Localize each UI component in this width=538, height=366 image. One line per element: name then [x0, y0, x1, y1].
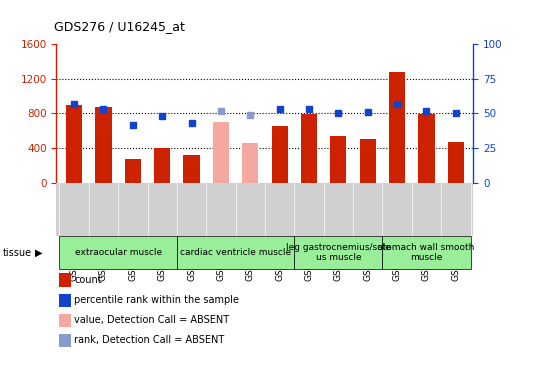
Bar: [213, 122, 229, 183]
Text: GDS276 / U16245_at: GDS276 / U16245_at: [54, 20, 185, 33]
Text: rank, Detection Call = ABSENT: rank, Detection Call = ABSENT: [74, 335, 224, 346]
Text: stomach wall smooth
muscle: stomach wall smooth muscle: [378, 243, 475, 262]
Bar: [125, 159, 141, 183]
Bar: [448, 142, 464, 183]
Bar: [419, 114, 435, 183]
Bar: [177, 236, 294, 269]
Bar: [389, 72, 405, 183]
Text: count: count: [74, 275, 102, 285]
Bar: [272, 127, 288, 183]
Bar: [242, 143, 258, 183]
Bar: [301, 114, 317, 183]
Bar: [294, 236, 383, 269]
Bar: [59, 236, 177, 269]
Bar: [66, 105, 82, 183]
Bar: [383, 236, 471, 269]
Bar: [360, 139, 376, 183]
Text: value, Detection Call = ABSENT: value, Detection Call = ABSENT: [74, 315, 229, 325]
Text: tissue: tissue: [3, 247, 32, 258]
Text: cardiac ventricle muscle: cardiac ventricle muscle: [180, 248, 291, 257]
Bar: [183, 155, 200, 183]
Text: ▶: ▶: [35, 247, 43, 258]
Bar: [154, 148, 170, 183]
Bar: [95, 107, 111, 183]
Text: percentile rank within the sample: percentile rank within the sample: [74, 295, 239, 305]
Text: extraocular muscle: extraocular muscle: [75, 248, 162, 257]
Bar: [330, 136, 346, 183]
Text: leg gastrocnemius/sole
us muscle: leg gastrocnemius/sole us muscle: [286, 243, 391, 262]
